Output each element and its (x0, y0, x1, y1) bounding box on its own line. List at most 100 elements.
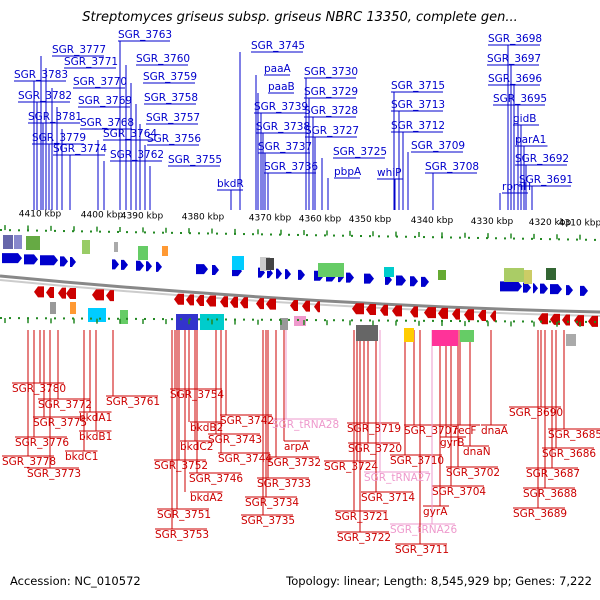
gene-label-top[interactable]: SGR_3745 (251, 40, 305, 52)
gene-label-bottom[interactable]: SGR_3704 (432, 486, 486, 498)
gene-label-bottom[interactable]: gyrA (423, 506, 448, 518)
gene-label-top[interactable]: SGR_3725 (333, 146, 387, 158)
gene-label-bottom[interactable]: SGR_3733 (257, 478, 311, 490)
reverse-gene-arrow[interactable] (302, 300, 310, 312)
reverse-gene-arrow[interactable] (106, 290, 114, 302)
forward-gene-arrow[interactable] (196, 264, 208, 275)
forward-gene-arrow[interactable] (258, 267, 265, 278)
gene-label-top[interactable]: SGR_3691 (519, 174, 573, 186)
forward-gene-arrow[interactable] (385, 274, 392, 285)
reverse-gene-arrow[interactable] (34, 286, 44, 298)
gene-label-bottom[interactable]: SGR_3687 (526, 468, 580, 480)
gene-label-top[interactable]: rpmH (502, 181, 531, 193)
gene-label-top[interactable]: SGR_3708 (425, 161, 479, 173)
reverse-gene-arrow[interactable] (58, 287, 66, 299)
forward-gene-arrow[interactable] (156, 261, 162, 272)
reverse-gene-arrow[interactable] (66, 288, 76, 300)
gene-label-top[interactable]: SGR_3783 (14, 69, 68, 81)
gene-label-bottom[interactable]: bkdC2 (180, 441, 213, 453)
forward-gene-arrow[interactable] (523, 282, 531, 293)
gene-label-bottom[interactable]: SGR_tRNA26 (390, 524, 457, 536)
gene-label-top[interactable]: SGR_3695 (493, 93, 547, 105)
forward-gene-arrow[interactable] (346, 272, 354, 283)
gene-label-top[interactable]: SGR_3763 (118, 29, 172, 41)
gene-label-bottom[interactable]: SGR_tRNA28 (272, 419, 339, 431)
forward-gene-arrow[interactable] (550, 284, 562, 295)
gene-label-bottom[interactable]: SGR_3752 (154, 460, 208, 472)
gene-label-top[interactable]: SGR_3698 (488, 33, 542, 45)
gene-label-top[interactable]: SGR_3762 (110, 149, 164, 161)
gene-label-bottom[interactable]: SGR_3719 (347, 423, 401, 435)
reverse-gene-arrow[interactable] (438, 307, 448, 319)
forward-gene-arrow[interactable] (121, 259, 128, 270)
reverse-gene-arrow[interactable] (230, 296, 238, 308)
forward-gene-arrow[interactable] (298, 269, 305, 280)
gene-label-top[interactable]: SGR_3759 (143, 71, 197, 83)
gene-label-top[interactable]: SGR_3764 (103, 128, 157, 140)
gene-label-top[interactable]: SGR_3709 (411, 140, 465, 152)
reverse-gene-arrow[interactable] (196, 294, 204, 306)
gene-label-bottom[interactable]: SGR_3722 (337, 532, 391, 544)
forward-gene-arrow[interactable] (40, 255, 58, 266)
reverse-gene-arrow[interactable] (410, 306, 418, 318)
gene-label-bottom[interactable]: bkdC1 (65, 451, 98, 463)
gene-label-top[interactable]: pbpA (334, 166, 362, 178)
reverse-gene-arrow[interactable] (352, 303, 364, 315)
reverse-gene-arrow[interactable] (206, 295, 216, 307)
gene-label-top[interactable]: gidB (513, 113, 536, 125)
gene-label-top[interactable]: SGR_3760 (136, 53, 190, 65)
gene-label-bottom[interactable]: SGR_3685 (548, 429, 600, 441)
gene-label-top[interactable]: SGR_3768 (80, 117, 134, 129)
reverse-gene-arrow[interactable] (174, 293, 184, 305)
gene-label-bottom[interactable]: SGR_3734 (245, 497, 299, 509)
forward-gene-arrow[interactable] (112, 259, 119, 270)
gene-label-bottom[interactable]: bkdA2 (190, 492, 223, 504)
forward-gene-arrow[interactable] (500, 281, 522, 292)
gene-label-top[interactable]: SGR_3774 (53, 143, 107, 155)
gene-label-top[interactable]: SGR_3736 (264, 161, 318, 173)
gene-label-bottom[interactable]: SGR_3689 (513, 508, 567, 520)
forward-gene-arrow[interactable] (540, 283, 548, 294)
gene-label-bottom[interactable]: dnaA (481, 425, 509, 437)
gene-label-bottom[interactable]: SGR_3686 (542, 448, 596, 460)
reverse-gene-arrow[interactable] (464, 309, 474, 321)
gene-label-bottom[interactable]: SGR_3775 (33, 417, 87, 429)
gene-label-bottom[interactable]: SGR_3711 (395, 544, 449, 556)
gene-label-bottom[interactable]: SGR_3743 (208, 434, 262, 446)
reverse-gene-arrow[interactable] (256, 298, 264, 310)
reverse-gene-arrow[interactable] (478, 309, 486, 321)
forward-gene-arrow[interactable] (212, 265, 219, 276)
forward-gene-arrow[interactable] (2, 253, 22, 264)
gene-label-bottom[interactable]: SGR_3688 (523, 488, 577, 500)
forward-gene-arrow[interactable] (410, 276, 418, 287)
gene-label-top[interactable]: SGR_3730 (304, 66, 358, 78)
gene-label-top[interactable]: SGR_3770 (73, 76, 127, 88)
gene-label-bottom[interactable]: SGR_3714 (361, 492, 415, 504)
forward-gene-arrow[interactable] (396, 275, 406, 286)
gene-label-top[interactable]: SGR_3692 (515, 153, 569, 165)
gene-label-bottom[interactable]: bkdB1 (79, 431, 112, 443)
gene-label-bottom[interactable]: SGR_3751 (157, 509, 211, 521)
reverse-gene-arrow[interactable] (92, 289, 104, 301)
gene-label-top[interactable]: SGR_3757 (146, 112, 200, 124)
reverse-gene-arrow[interactable] (588, 315, 598, 327)
forward-gene-arrow[interactable] (136, 260, 144, 271)
gene-label-top[interactable]: SGR_3727 (305, 125, 359, 137)
gene-label-bottom[interactable]: SGR_3772 (38, 399, 92, 411)
gene-label-bottom[interactable]: SGR_3753 (155, 529, 209, 541)
gene-label-bottom[interactable]: bkdB2 (190, 422, 223, 434)
gene-label-top[interactable]: SGR_3769 (78, 95, 132, 107)
reverse-gene-arrow[interactable] (490, 310, 496, 322)
gene-label-bottom[interactable]: SGR_3744 (218, 453, 272, 465)
gene-label-bottom[interactable]: SGR_3778 (2, 456, 56, 468)
gene-label-top[interactable]: SGR_3779 (32, 132, 86, 144)
gene-label-top[interactable]: paaA (264, 63, 292, 75)
reverse-gene-arrow[interactable] (240, 297, 248, 309)
forward-gene-arrow[interactable] (60, 256, 68, 267)
gene-label-top[interactable]: SGR_3728 (304, 105, 358, 117)
reverse-gene-arrow[interactable] (452, 308, 460, 320)
gene-label-bottom[interactable]: SGR_3742 (220, 415, 274, 427)
gene-label-bottom[interactable]: SGR_3690 (509, 407, 563, 419)
gene-label-bottom[interactable]: SGR_3710 (390, 455, 444, 467)
gene-label-top[interactable]: SGR_3713 (391, 99, 445, 111)
